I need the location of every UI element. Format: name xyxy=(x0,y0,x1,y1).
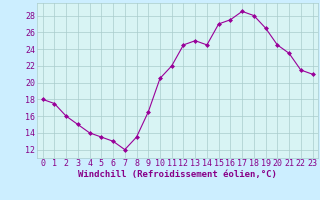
X-axis label: Windchill (Refroidissement éolien,°C): Windchill (Refroidissement éolien,°C) xyxy=(78,170,277,179)
